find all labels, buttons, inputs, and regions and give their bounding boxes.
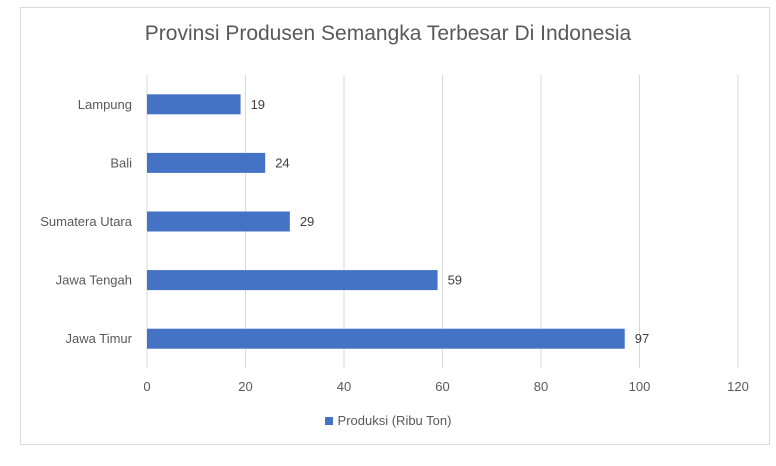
x-tick-label-60: 60	[435, 379, 449, 394]
bar-lampung	[147, 94, 241, 115]
bar-jawa-tengah	[147, 270, 438, 291]
x-tick-label-100: 100	[629, 379, 651, 394]
legend: Produksi (Ribu Ton)	[0, 413, 776, 428]
x-tick-label-20: 20	[238, 379, 252, 394]
bar-jawa-timur	[147, 328, 625, 349]
category-label-jawa-timur: Jawa Timur	[66, 331, 133, 346]
legend-label: Produksi (Ribu Ton)	[337, 413, 452, 428]
data-label-bali: 24	[275, 155, 289, 170]
x-tick-label-0: 0	[143, 379, 150, 394]
legend-swatch	[324, 416, 333, 425]
x-tick-label-120: 120	[727, 379, 749, 394]
bar-bali	[147, 152, 266, 173]
bar-sumatera-utara	[147, 211, 290, 232]
category-label-bali: Bali	[110, 155, 132, 170]
data-label-lampung: 19	[251, 97, 265, 112]
data-label-jawa-timur: 97	[635, 331, 649, 346]
category-label-sumatera-utara: Sumatera Utara	[40, 214, 133, 229]
category-label-jawa-tengah: Jawa Tengah	[56, 273, 132, 288]
x-tick-label-80: 80	[534, 379, 548, 394]
chart-frame	[20, 7, 770, 445]
data-label-jawa-tengah: 59	[448, 273, 462, 288]
data-label-sumatera-utara: 29	[300, 214, 314, 229]
category-label-lampung: Lampung	[78, 97, 132, 112]
chart-title: Provinsi Produsen Semangka Terbesar Di I…	[144, 22, 632, 45]
x-tick-label-40: 40	[337, 379, 351, 394]
